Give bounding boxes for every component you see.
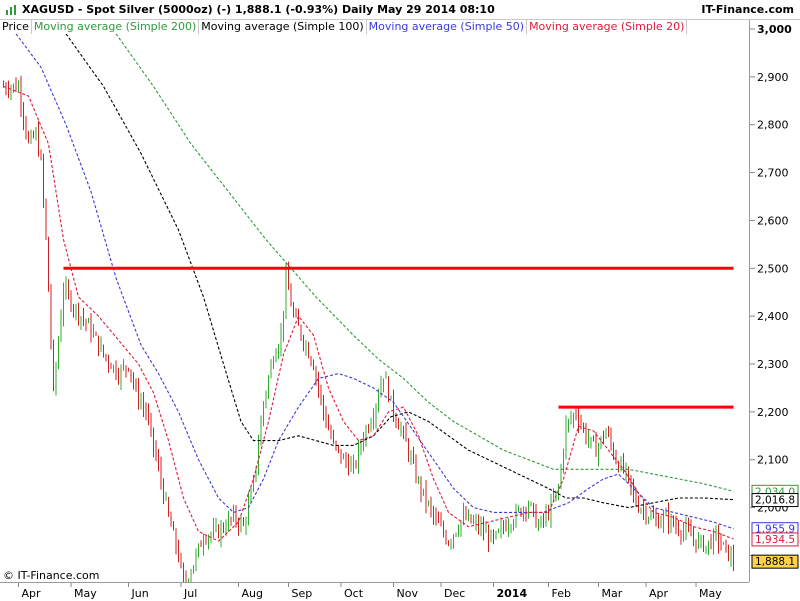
y-tick-label: 3,000 (757, 23, 792, 36)
x-tick-label: Sep (292, 587, 313, 600)
chart-title: XAGUSD - Spot Silver (5000oz) (-) 1,888.… (22, 3, 495, 16)
plot-area (3, 34, 734, 582)
value-tag-label: 1,888.1 (755, 556, 795, 568)
x-tick-label: Apr (22, 587, 42, 600)
ma-line-0 (115, 34, 734, 492)
copyright-text: © IT-Finance.com (3, 569, 100, 582)
x-tick-label: Nov (397, 587, 419, 600)
y-tick-label: 2,300 (757, 358, 789, 371)
y-tick-label: 2,700 (757, 167, 789, 180)
y-axis: 1,8002,0002,1002,2002,3002,4002,5002,600… (749, 20, 799, 582)
x-tick-label: Aug (242, 587, 263, 600)
candles (3, 75, 734, 582)
value-tag-box (751, 493, 799, 508)
y-tick-label: 2,400 (757, 310, 789, 323)
x-tick-label: 2014 (497, 587, 528, 600)
value-tag-box (751, 554, 799, 569)
x-tick-label: Oct (344, 587, 364, 600)
legend-item-4: Moving average (Simple 20) (527, 20, 688, 34)
legend-item-0: Price (0, 20, 32, 34)
x-tick-label: Mar (602, 587, 623, 600)
value-tag-box (751, 532, 799, 547)
bar-chart-icon (6, 5, 16, 15)
legend-item-1: Moving average (Simple 200) (32, 20, 200, 34)
x-tick-label: Apr (649, 587, 669, 600)
x-tick-label: Dec (444, 587, 465, 600)
ma-line-2 (15, 34, 734, 530)
x-tick-label: May (699, 587, 722, 600)
x-tick-label: Feb (552, 587, 571, 600)
legend: Price Moving average (Simple 200) Moving a… (0, 20, 688, 34)
y-tick-label: 2,800 (757, 119, 789, 132)
y-tick-label: 2,600 (757, 214, 789, 227)
ma-line-3 (3, 85, 734, 542)
ma-line-1 (65, 34, 734, 509)
value-tag-label: 2,016.8 (755, 495, 795, 507)
x-tick-label: May (74, 587, 97, 600)
title-bar: XAGUSD - Spot Silver (5000oz) (-) 1,888.… (0, 0, 800, 20)
x-tick-label: Jul (183, 587, 197, 600)
legend-item-2: Moving average (Simple 100) (199, 20, 367, 34)
legend-item-3: Moving average (Simple 50) (367, 20, 528, 34)
y-tick-label: 2,100 (757, 454, 789, 467)
y-tick-label: 2,500 (757, 262, 789, 275)
brand-name: IT-Finance.com (701, 3, 794, 16)
y-tick-label: 2,900 (757, 71, 789, 84)
y-tick-label: 2,200 (757, 406, 789, 419)
value-tag-label: 1,934.5 (755, 534, 795, 546)
x-axis: Apr May Jun Jul Aug Sep Oct Nov Dec 2014 Feb Mar Apr… (0, 582, 749, 600)
x-tick-label: Jun (131, 587, 149, 600)
